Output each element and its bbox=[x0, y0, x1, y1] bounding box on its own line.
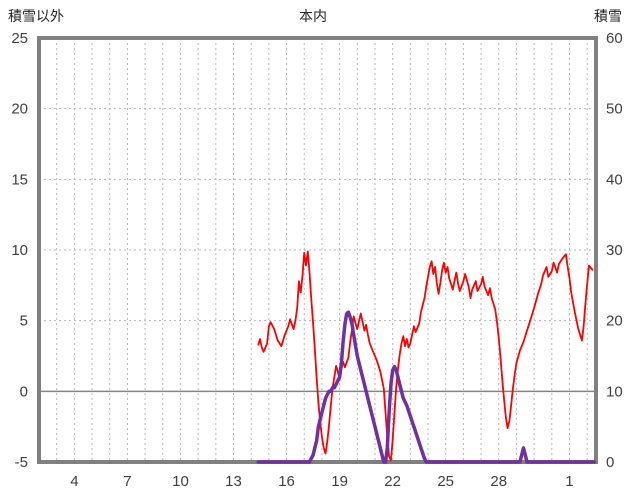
right-axis-tick: 40 bbox=[606, 171, 623, 188]
left-axis-tick: 20 bbox=[11, 101, 28, 118]
x-axis-tick: 7 bbox=[123, 473, 131, 490]
gridlines bbox=[39, 38, 596, 462]
left-axis-tick: 10 bbox=[11, 242, 28, 259]
right-axis-tick: 60 bbox=[606, 30, 623, 47]
right-axis-tick: 20 bbox=[606, 313, 623, 330]
chart-title: 本内 bbox=[299, 8, 327, 24]
left-axis-tick: 15 bbox=[11, 171, 28, 188]
x-axis-tick: 13 bbox=[225, 473, 242, 490]
temperature-line bbox=[257, 250, 594, 462]
snow-depth-line bbox=[256, 310, 596, 464]
right-axis-title: 積雪 bbox=[594, 8, 622, 24]
left-axis-tick: 25 bbox=[11, 30, 28, 47]
x-axis-tick: 25 bbox=[437, 473, 454, 490]
right-axis-tick: 30 bbox=[606, 242, 623, 259]
plot-frame bbox=[37, 36, 598, 464]
x-axis-tick: 1 bbox=[565, 473, 573, 490]
series-group bbox=[256, 250, 596, 464]
x-axis-tick: 28 bbox=[490, 473, 507, 490]
right-axis-tick: 10 bbox=[606, 383, 623, 400]
right-axis-tick: 50 bbox=[606, 101, 623, 118]
x-axis-tick: 4 bbox=[70, 473, 78, 490]
left-axis-title: 積雪以外 bbox=[8, 8, 64, 24]
x-axis-tick: 10 bbox=[172, 473, 189, 490]
x-axis-tick: 19 bbox=[331, 473, 348, 490]
left-axis-tick: 5 bbox=[20, 313, 28, 330]
left-axis-tick: 0 bbox=[20, 383, 28, 400]
x-axis-tick: 22 bbox=[384, 473, 401, 490]
right-axis-tick: 0 bbox=[606, 454, 614, 471]
left-axis-tick: -5 bbox=[15, 454, 28, 471]
x-axis-tick: 16 bbox=[278, 473, 295, 490]
